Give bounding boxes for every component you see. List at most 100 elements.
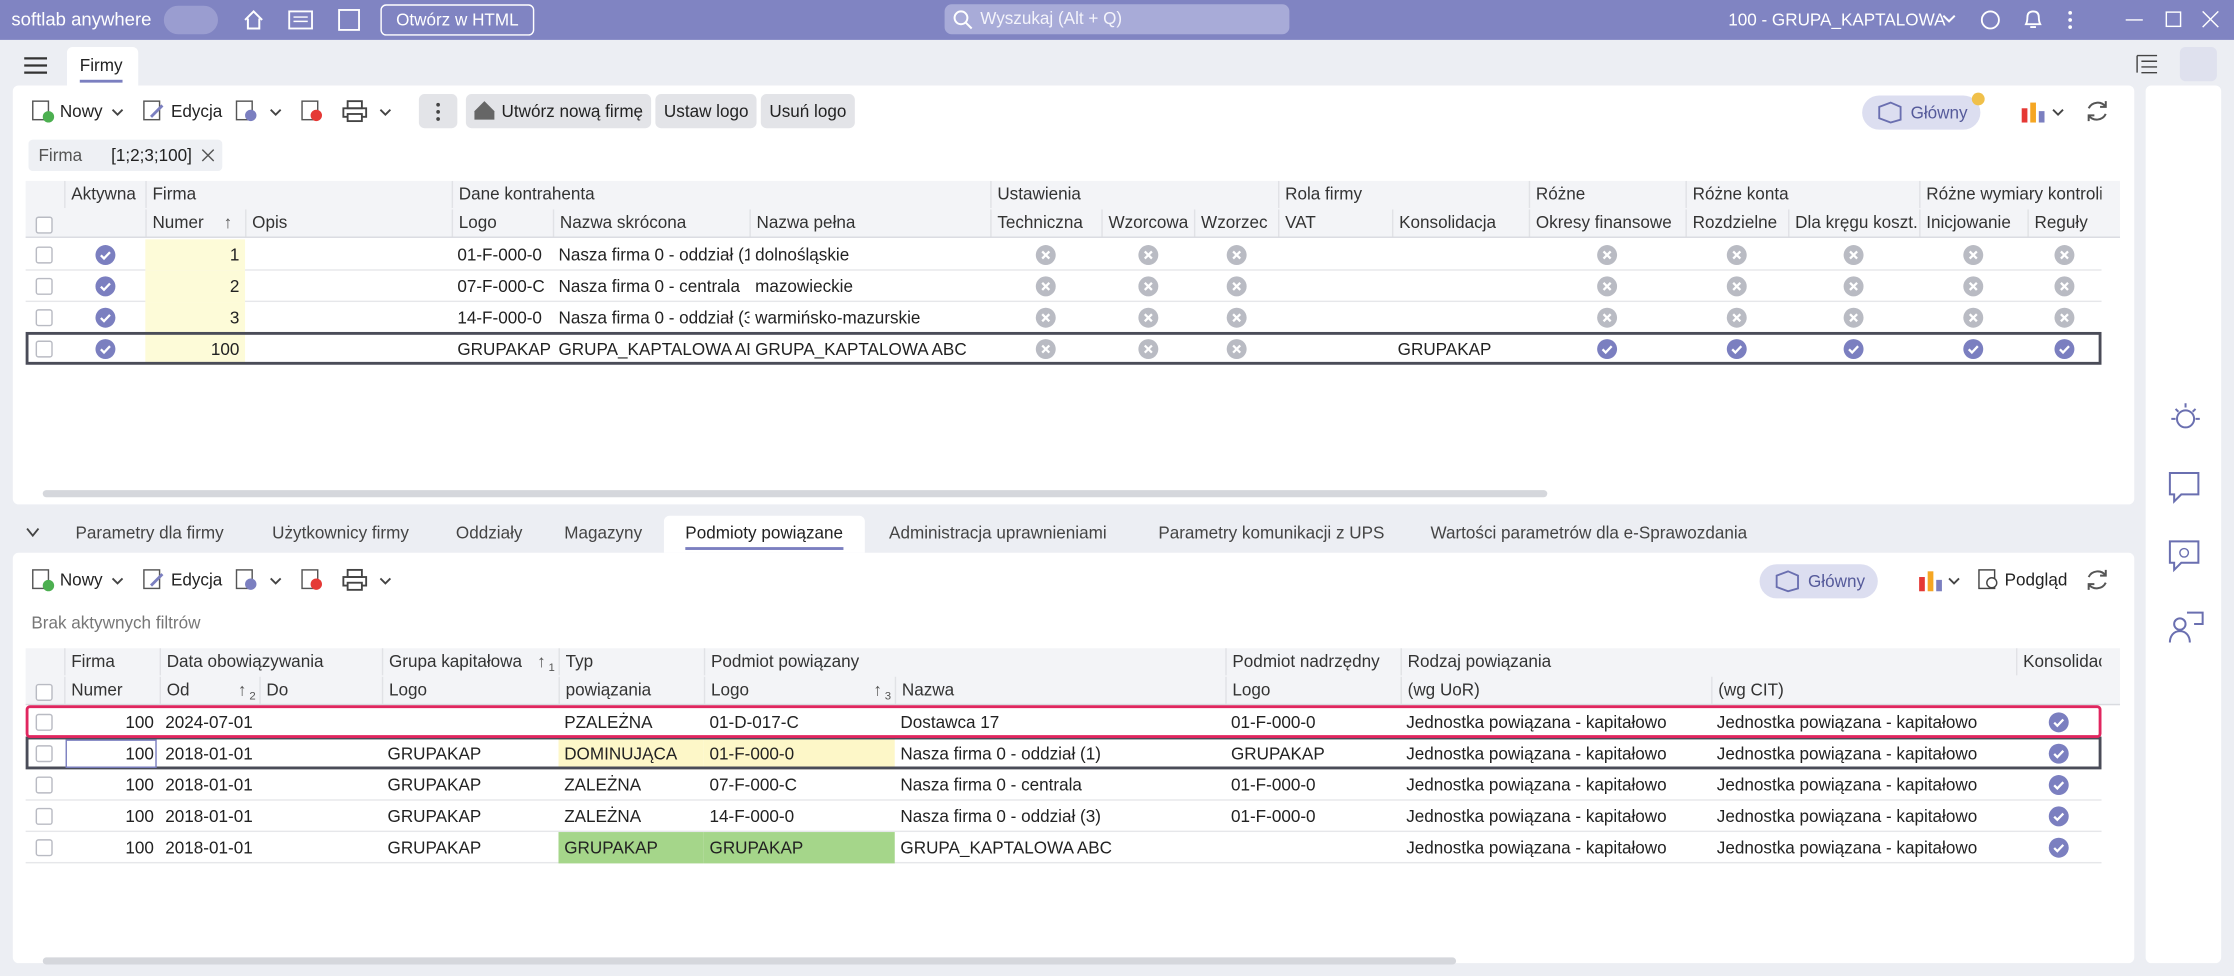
help-icon[interactable] — [1980, 10, 2000, 30]
column-header: Wzorcowa — [1101, 209, 1194, 236]
cross-icon — [1036, 276, 1056, 296]
row[interactable] — [26, 271, 2102, 302]
dropdown[interactable] — [2052, 108, 2065, 117]
cell: ZALEŻNA — [558, 801, 703, 832]
dropdown[interactable] — [1948, 577, 1961, 586]
print-icon[interactable] — [342, 100, 368, 123]
check-icon — [95, 276, 115, 296]
column-header: Reguły — [2027, 209, 2101, 236]
cell: 01-F-000-0 — [1225, 769, 1400, 800]
dropdown[interactable] — [111, 108, 124, 117]
detail-tab[interactable]: Parametry komunikacji z UPS — [1158, 521, 1384, 555]
dropdown[interactable] — [269, 577, 282, 586]
cross-icon — [1844, 308, 1864, 328]
filter-chip[interactable]: Firma [1;2;3;100] — [28, 140, 222, 171]
detail-tab[interactable]: Magazyny — [564, 521, 642, 555]
row-checkbox[interactable] — [36, 309, 53, 326]
row-outline — [26, 705, 2102, 738]
cross-icon — [1963, 276, 1983, 296]
cell: 100 — [64, 801, 159, 832]
bell-icon[interactable] — [2023, 9, 2043, 30]
check-icon — [95, 308, 115, 328]
detail-tab[interactable]: Podmioty powiązane — [685, 521, 843, 555]
row-checkbox[interactable] — [36, 808, 53, 825]
info-icon[interactable] — [235, 568, 258, 591]
row[interactable] — [26, 302, 2102, 333]
close[interactable] — [2203, 11, 2219, 27]
search-box[interactable]: Wyszukaj (Alt + Q) — [945, 4, 1290, 34]
cross-icon — [1226, 276, 1246, 296]
row-checkbox[interactable] — [36, 776, 53, 793]
group-header: Konsolidacja — [2016, 648, 2101, 675]
cross-icon — [1727, 245, 1747, 265]
row-checkbox[interactable] — [36, 246, 53, 263]
detail-tab[interactable]: Administracja uprawnieniami — [889, 521, 1107, 555]
minimize[interactable] — [2126, 19, 2143, 22]
row[interactable] — [26, 239, 2102, 270]
cell: GRUPAKAP — [558, 832, 703, 863]
print-icon[interactable] — [342, 568, 368, 591]
maximize[interactable] — [2166, 11, 2182, 27]
detail-tab[interactable]: Wartości parametrów dla e-Sprawozdania — [1430, 521, 1747, 555]
group-header: Typ — [558, 648, 703, 675]
delete-icon[interactable] — [301, 100, 324, 123]
row-checkbox[interactable] — [36, 839, 53, 856]
cell: dolnośląskie — [749, 239, 990, 270]
chart-icon[interactable] — [2020, 100, 2046, 123]
row-checkbox[interactable] — [36, 278, 53, 295]
menu-dots[interactable] — [2067, 10, 2073, 30]
bc-icon[interactable] — [338, 9, 361, 32]
company-selector[interactable]: 100 - GRUPA_KAPTALOWA — [1728, 10, 1945, 30]
column-header: Nazwa skrócona — [553, 209, 750, 236]
cell: 07-F-000-C — [452, 271, 553, 302]
set-logo-button[interactable]: Ustaw logo — [655, 94, 757, 128]
dropdown[interactable] — [111, 577, 124, 586]
new-icon — [31, 100, 54, 123]
doc-icon[interactable] — [288, 10, 314, 30]
help-chat-icon[interactable] — [2167, 539, 2204, 576]
preview-button[interactable]: Podgląd — [1996, 563, 2076, 597]
idea-icon[interactable] — [2168, 402, 2202, 436]
hamburger[interactable] — [24, 57, 47, 74]
support-icon[interactable] — [2167, 610, 2204, 647]
dropdown[interactable] — [379, 108, 392, 117]
cell: 01-F-000-0 — [1225, 801, 1400, 832]
share-button[interactable] — [2180, 47, 2217, 81]
h-scrollbar[interactable] — [43, 490, 1548, 497]
info-icon[interactable] — [235, 100, 258, 123]
dropdown[interactable] — [379, 577, 392, 586]
collapse-icon[interactable] — [26, 527, 40, 538]
group-header: Grupa kapitałowa — [382, 648, 559, 675]
row-checkbox[interactable] — [36, 217, 53, 234]
row-checkbox[interactable] — [36, 684, 53, 701]
h-scrollbar[interactable] — [43, 957, 1456, 964]
detail-tab[interactable]: Parametry dla firmy — [76, 521, 224, 555]
remove-logo-button[interactable]: Usuń logo — [761, 94, 855, 128]
delete-icon[interactable] — [301, 568, 324, 591]
chart-icon[interactable] — [1918, 568, 1944, 591]
edit-button[interactable]: Edycja — [162, 563, 230, 597]
cell: Nasza firma 0 - oddział (3) — [553, 302, 750, 333]
column-header: Numer — [64, 677, 159, 704]
filter-remove[interactable] — [202, 150, 213, 161]
detail-tab[interactable]: Użytkownicy firmy — [272, 521, 409, 555]
home-icon[interactable] — [242, 9, 265, 32]
tree-icon[interactable] — [2136, 54, 2159, 74]
new-button[interactable]: Nowy — [26, 563, 112, 597]
refresh-icon[interactable] — [2084, 567, 2110, 593]
app-name: softlab anywhere — [11, 9, 151, 30]
column-header: powiązania — [558, 677, 703, 704]
refresh-icon[interactable] — [2084, 98, 2110, 124]
column-header: Rozdzielne — [1685, 209, 1788, 236]
dropdown[interactable] — [269, 108, 282, 117]
edit-button[interactable]: Edycja — [162, 94, 230, 128]
open-html-button[interactable]: Otwórz w HTML — [380, 4, 534, 35]
cell: GRUPA_KAPTALOWA ABC — [895, 832, 1226, 863]
group-header: Aktywna — [64, 181, 145, 208]
apps-button[interactable] — [164, 6, 218, 34]
chevron[interactable] — [1942, 14, 1956, 25]
main-tab[interactable]: Firmy — [67, 47, 138, 85]
detail-tab[interactable]: Oddziały — [456, 521, 523, 555]
chat-icon[interactable] — [2167, 470, 2204, 507]
